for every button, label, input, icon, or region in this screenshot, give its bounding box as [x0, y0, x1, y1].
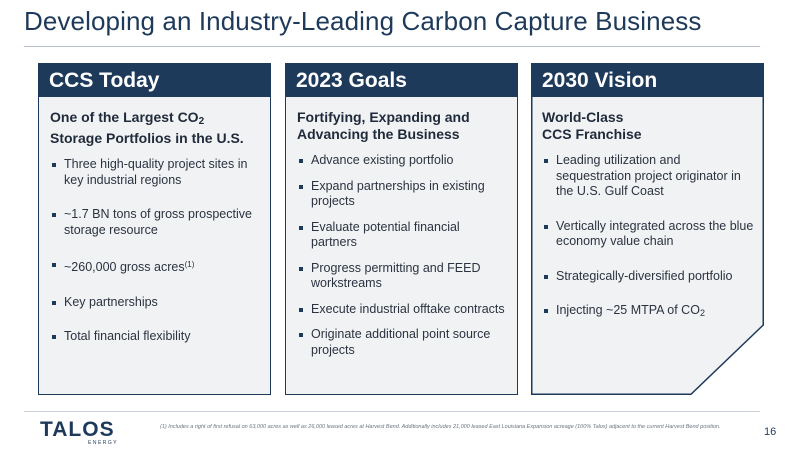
- column-body: Fortifying, Expanding and Advancing the …: [285, 97, 518, 395]
- column-2023-goals: 2023 Goals Fortifying, Expanding and Adv…: [285, 63, 518, 395]
- column-subtitle: World-Class CCS Franchise: [542, 109, 642, 142]
- bullet-list: Three high-quality project sites in key …: [50, 157, 260, 345]
- bullet-item: Total financial flexibility: [50, 329, 260, 345]
- bullet-item: Injecting ~25 MTPA of CO2: [542, 303, 754, 322]
- column-body: One of the Largest CO2 Storage Portfolios…: [38, 97, 271, 395]
- column-header: 2030 Vision: [531, 63, 764, 97]
- bullet-item: Originate additional point source projec…: [297, 327, 507, 358]
- page-title: Developing an Industry-Leading Carbon Ca…: [24, 6, 702, 36]
- column-2030-vision: 2030 Vision World-Class CCS Franchise Lea…: [531, 63, 764, 395]
- footnote-marker: (1): [184, 260, 195, 269]
- bullet-item: Strategically-diversified portfolio: [542, 269, 754, 285]
- footer-divider: [24, 411, 760, 412]
- page-number: 16: [764, 426, 777, 438]
- subscript-2: 2: [699, 308, 705, 318]
- footnote: (1) Includes a right of first refusal on…: [160, 424, 721, 430]
- column-ccs-today: CCS Today One of the Largest CO2 Storage …: [38, 63, 271, 395]
- bullet-item: Progress permitting and FEED workstreams: [297, 261, 507, 292]
- panel-chevron-shape: [531, 97, 764, 395]
- bullet-item: ~260,000 gross acres(1): [50, 257, 260, 276]
- column-header: CCS Today: [38, 63, 271, 97]
- bullet-item: Expand partnerships in existing projects: [297, 179, 507, 210]
- column-header: 2023 Goals: [285, 63, 518, 97]
- bullet-item: ~1.7 BN tons of gross prospective storag…: [50, 207, 260, 238]
- logo-subtext: ENERGY: [88, 440, 119, 446]
- talos-logo: TALOS ENERGY: [40, 418, 124, 446]
- bullet-item: Execute industrial offtake contracts: [297, 302, 507, 318]
- bullet-item: Vertically integrated across the blue ec…: [542, 219, 754, 250]
- bullet-list: Advance existing portfolio Expand partne…: [297, 153, 507, 358]
- bullet-item: Three high-quality project sites in key …: [50, 157, 260, 188]
- logo-wordmark: TALOS: [40, 418, 115, 441]
- bullet-list: Leading utilization and sequestration pr…: [542, 153, 754, 322]
- column-subtitle: One of the Largest CO2 Storage Portfolios…: [50, 109, 244, 146]
- column-subtitle: Fortifying, Expanding and Advancing the …: [297, 109, 470, 142]
- bullet-item: Evaluate potential financial partners: [297, 220, 507, 251]
- column-body: World-Class CCS Franchise Leading utiliza…: [531, 97, 764, 341]
- bullet-item: Key partnerships: [50, 295, 260, 311]
- title-divider: [24, 46, 760, 47]
- bullet-item: Leading utilization and sequestration pr…: [542, 153, 754, 200]
- bullet-item: Advance existing portfolio: [297, 153, 507, 169]
